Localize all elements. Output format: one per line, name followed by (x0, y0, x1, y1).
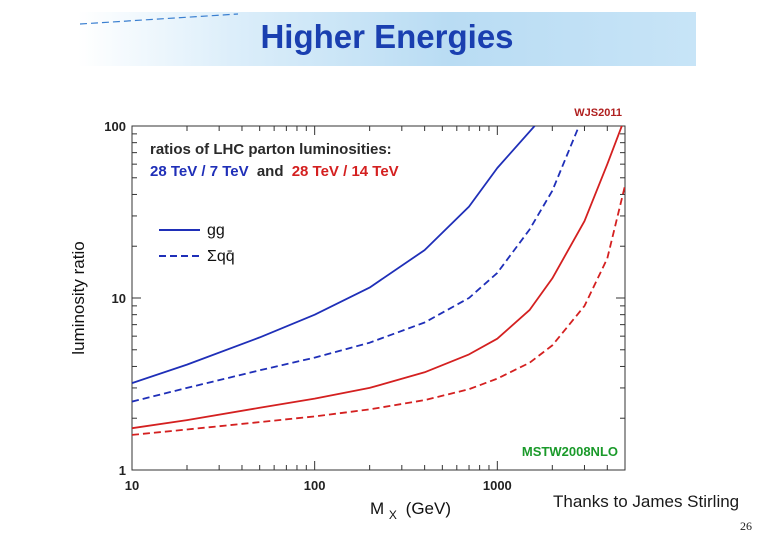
subtitle-and: and (257, 163, 284, 180)
x-tick-label: 10 (125, 478, 139, 493)
page-number: 26 (740, 519, 752, 533)
legend-gg-label: gg (207, 222, 225, 239)
series-line-gg-28-tev-7-tev (132, 126, 536, 384)
slide-title: Higher Energies (260, 18, 514, 55)
x-tick-label: 1000 (483, 478, 512, 493)
title-decor-dash (79, 13, 239, 25)
y-tick-label: 10 (112, 291, 126, 306)
x-axis-label-sub: X (389, 508, 397, 522)
x-axis-label-main: M (370, 499, 384, 518)
x-axis-label-unit: (GeV) (406, 499, 451, 518)
x-axis-label: M X (GeV) (370, 499, 451, 523)
y-tick-label: 100 (104, 119, 126, 134)
corner-label: WJS2011 (574, 107, 622, 119)
luminosity-ratio-chart: 10 100 1000 1 10 100 WJS2011 ratios of LHC pa… (60, 100, 640, 525)
chart-subtitle: 28 TeV / 7 TeV and 28 TeV / 14 TeV (150, 163, 399, 180)
x-tick-label: 100 (304, 478, 326, 493)
series-line-qqbar-28-tev-7-tev (132, 126, 580, 403)
series-line-gg-28-tev-14-tev (132, 126, 623, 430)
chart-annotation: MSTW2008NLO (522, 444, 618, 459)
series-line-qqbar-28-tev-14-tev (132, 185, 625, 436)
subtitle-red: 28 TeV / 14 TeV (292, 163, 399, 180)
legend: gg Σqq̄ (159, 222, 235, 265)
credit-text: Thanks to James Stirling (553, 492, 740, 511)
subtitle-blue: 28 TeV / 7 TeV (150, 163, 249, 180)
chart-title: ratios of LHC parton luminosities: (150, 141, 392, 158)
title-banner (78, 12, 696, 66)
y-axis-label: luminosity ratio (69, 241, 88, 354)
y-tick-label: 1 (119, 463, 126, 478)
legend-qq-label: Σqq̄ (207, 248, 235, 265)
